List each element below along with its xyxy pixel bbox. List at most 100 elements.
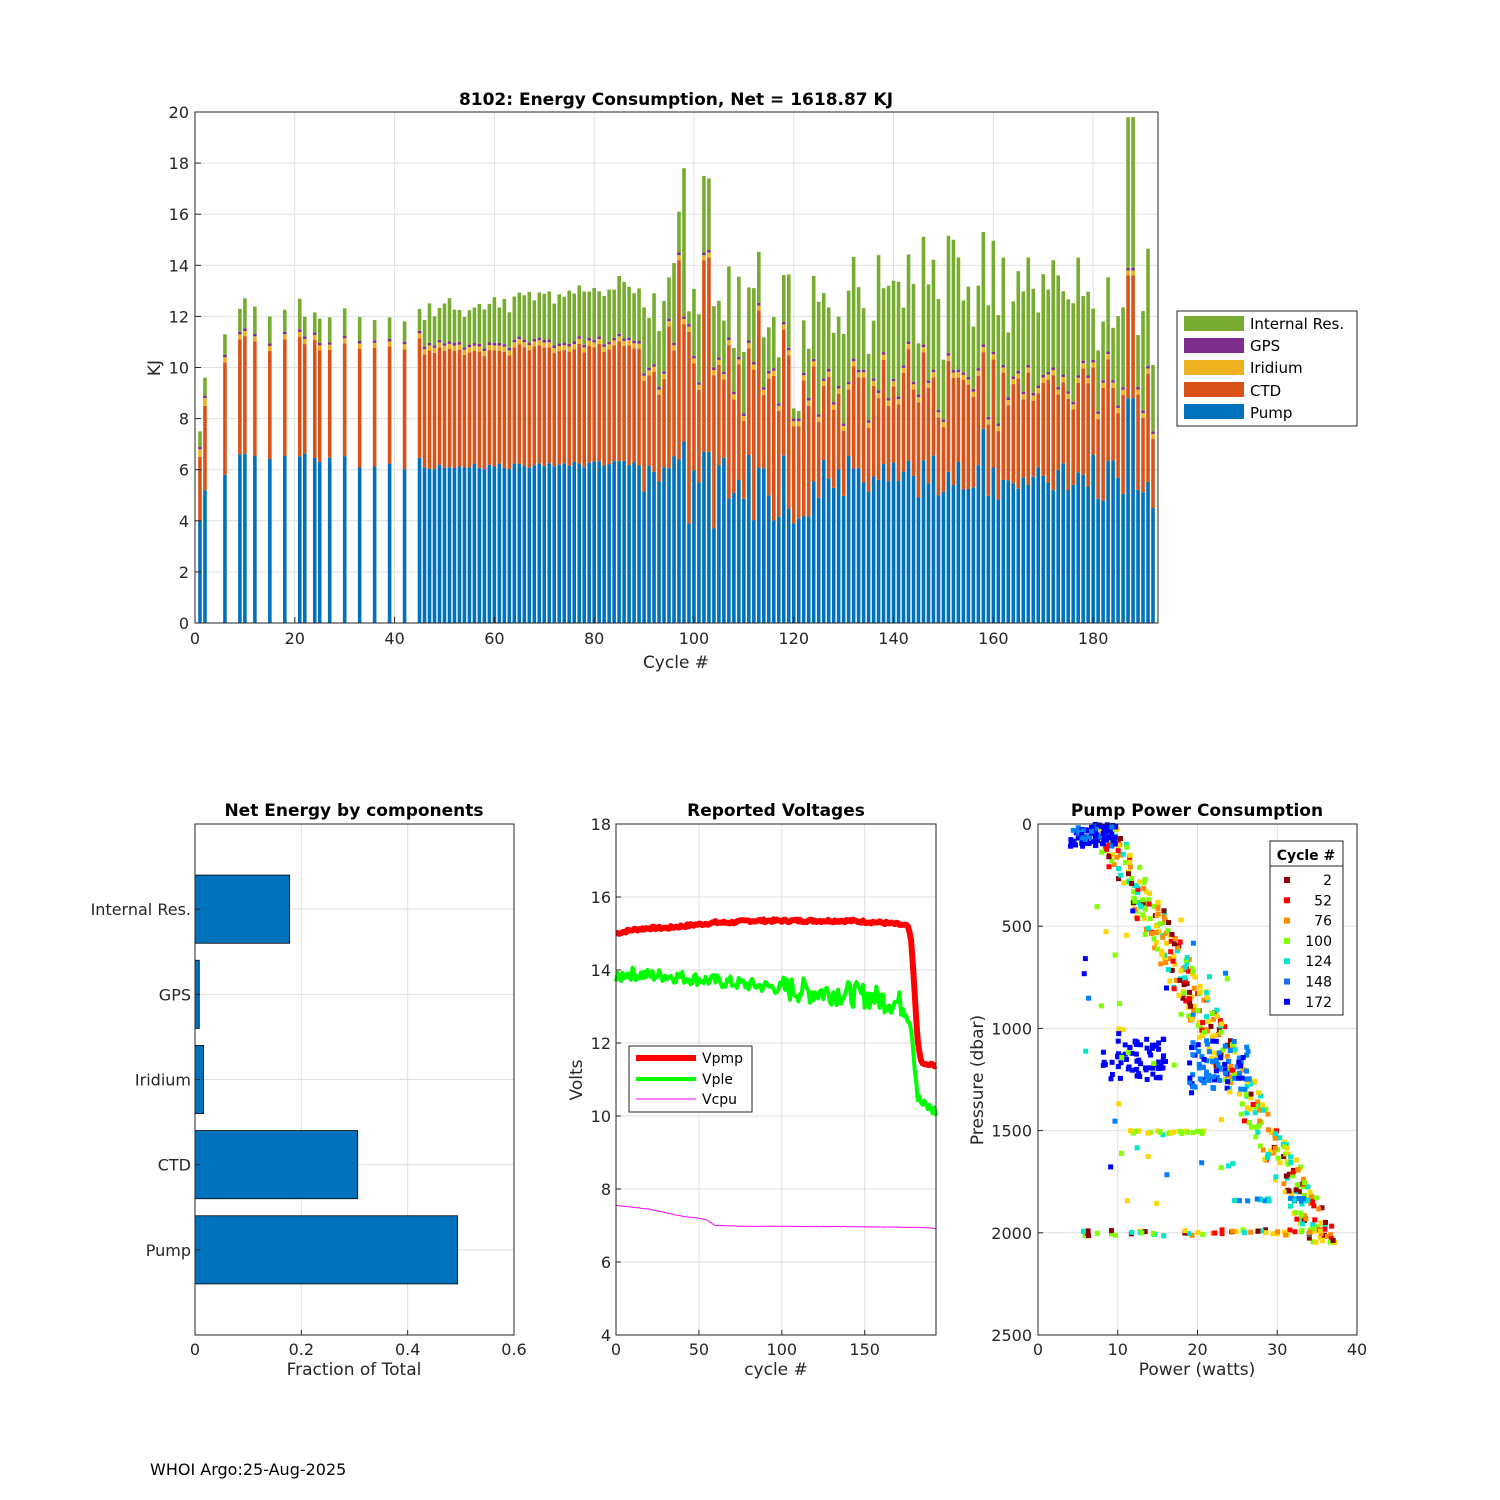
scatter-point <box>1322 1226 1328 1232</box>
scatter-point <box>1142 1229 1148 1235</box>
scatter-point <box>1303 1215 1309 1221</box>
tick-label-x: 120 <box>778 629 809 648</box>
legend-marker-cycle-172 <box>1284 998 1290 1005</box>
legend-swatch-ctd <box>1184 382 1244 397</box>
bar-iridium-cycle-141 <box>896 399 901 405</box>
bar-internal-cycle-113 <box>757 251 761 303</box>
scatter-point <box>1250 1101 1256 1107</box>
bar-iridium-cycle-150 <box>941 421 946 428</box>
energy-chart-xlabel: Cycle # <box>643 653 709 673</box>
bar-ctd-cycle-47 <box>427 350 432 469</box>
bar-gps-cycle-85 <box>617 333 621 337</box>
scatter-point <box>1118 852 1124 858</box>
scatter-point <box>1256 1090 1262 1096</box>
tick-label-y: 16 <box>169 205 189 224</box>
bar-internal-cycle-161 <box>996 315 1001 424</box>
bar-ctd-cycle-65 <box>517 344 522 464</box>
bar-ctd-cycle-177 <box>1076 382 1080 473</box>
bar-iridium-cycle-120 <box>791 421 796 427</box>
bar-ctd-cycle-48 <box>432 352 437 470</box>
bar-iridium-cycle-136 <box>871 380 876 387</box>
scatter-point <box>1109 843 1115 849</box>
scatter-point <box>1329 1223 1335 1229</box>
bar-iridium-cycle-12 <box>253 336 257 342</box>
scatter-point <box>1136 1128 1142 1134</box>
scatter-point <box>1144 1045 1150 1051</box>
bar-ctd-cycle-96 <box>672 350 676 457</box>
scatter-point <box>1133 1051 1139 1057</box>
bar-pump-cycle-178 <box>1081 474 1085 623</box>
bar-internal-cycle-128 <box>831 332 836 403</box>
scatter-point <box>1294 1216 1300 1222</box>
bar-ctd-cycle-22 <box>302 344 307 454</box>
tick-label-x: 50 <box>689 1340 709 1359</box>
bar-iridium-cycle-62 <box>502 346 507 352</box>
bar-internal-cycle-189 <box>1136 335 1140 387</box>
scatter-point <box>1183 957 1189 963</box>
tick-label-x: 40 <box>1347 1340 1367 1359</box>
bar-iridium-cycle-24 <box>312 334 317 341</box>
bar-gps-cycle-134 <box>861 369 866 373</box>
scatter-point <box>1135 886 1141 892</box>
scatter-point <box>1206 1077 1212 1083</box>
bar-gps-cycle-15 <box>268 343 272 346</box>
scatter-point <box>1210 1038 1216 1044</box>
scatter-point <box>1156 929 1162 935</box>
scatter-point <box>1266 1198 1272 1204</box>
bar-pump-cycle-98 <box>682 441 686 623</box>
tick-label-x: 80 <box>584 629 604 648</box>
tick-label-x: 40 <box>384 629 404 648</box>
component-bar <box>194 1215 459 1285</box>
scatter-point <box>1165 967 1171 973</box>
scatter-point <box>1222 1061 1228 1067</box>
scatter-point <box>1116 1101 1122 1107</box>
legend-label-iridium: Iridium <box>1250 359 1303 377</box>
bar-iridium-cycle-66 <box>522 342 527 348</box>
bar-internal-cycle-61 <box>497 307 502 343</box>
tick-label-y: 14 <box>591 961 611 980</box>
pump-power-chart-title: Pump Power Consumption <box>1071 801 1323 821</box>
bar-ctd-cycle-175 <box>1066 398 1070 491</box>
bar-iridium-cycle-187 <box>1126 270 1130 276</box>
bar-gps-cycle-149 <box>936 409 941 413</box>
bar-iridium-cycle-156 <box>971 391 976 397</box>
bar-pump-cycle-27 <box>327 457 332 623</box>
scatter-point <box>1102 1062 1108 1068</box>
bar-internal-cycle-56 <box>472 307 477 344</box>
bar-internal-cycle-88 <box>632 293 636 341</box>
bar-pump-cycle-67 <box>527 467 532 623</box>
bar-ctd-cycle-161 <box>996 431 1001 500</box>
legend-label-vple: Vple <box>702 1072 733 1088</box>
bar-ctd-cycle-108 <box>732 399 736 493</box>
bar-internal-cycle-6 <box>223 334 227 355</box>
bar-ctd-cycle-164 <box>1011 384 1016 484</box>
bar-ctd-cycle-50 <box>442 350 447 468</box>
bar-iridium-cycle-101 <box>697 384 701 390</box>
bar-gps-cycle-71 <box>547 339 552 343</box>
scatter-point <box>1209 1034 1215 1040</box>
bar-ctd-cycle-183 <box>1106 359 1110 462</box>
bar-gps-cycle-153 <box>956 369 961 373</box>
scatter-point <box>1296 1195 1302 1201</box>
scatter-point <box>1282 1189 1288 1195</box>
scatter-point <box>1094 1230 1100 1236</box>
bar-pump-cycle-77 <box>577 463 581 623</box>
bar-pump-cycle-104 <box>712 528 716 623</box>
bar-gps-cycle-118 <box>781 321 786 325</box>
scatter-point <box>1124 1056 1130 1062</box>
bar-iridium-cycle-53 <box>457 344 462 350</box>
bar-iridium-cycle-82 <box>602 346 606 352</box>
bar-iridium-cycle-42 <box>402 344 407 350</box>
bar-iridium-cycle-97 <box>677 255 681 261</box>
bar-internal-cycle-176 <box>1071 303 1075 402</box>
scatter-point <box>1168 1130 1174 1136</box>
legend-label-cycle-2: 2 <box>1323 873 1332 889</box>
bar-gps-cycle-127 <box>826 368 831 372</box>
tick-label-x: 10 <box>1108 1340 1128 1359</box>
scatter-point <box>1178 968 1184 974</box>
bar-pump-cycle-18 <box>283 455 287 623</box>
bar-gps-cycle-113 <box>757 302 761 306</box>
bar-pump-cycle-192 <box>1151 508 1155 623</box>
scatter-point <box>1217 1077 1223 1083</box>
cycle-legend-title: Cycle # <box>1277 848 1336 864</box>
